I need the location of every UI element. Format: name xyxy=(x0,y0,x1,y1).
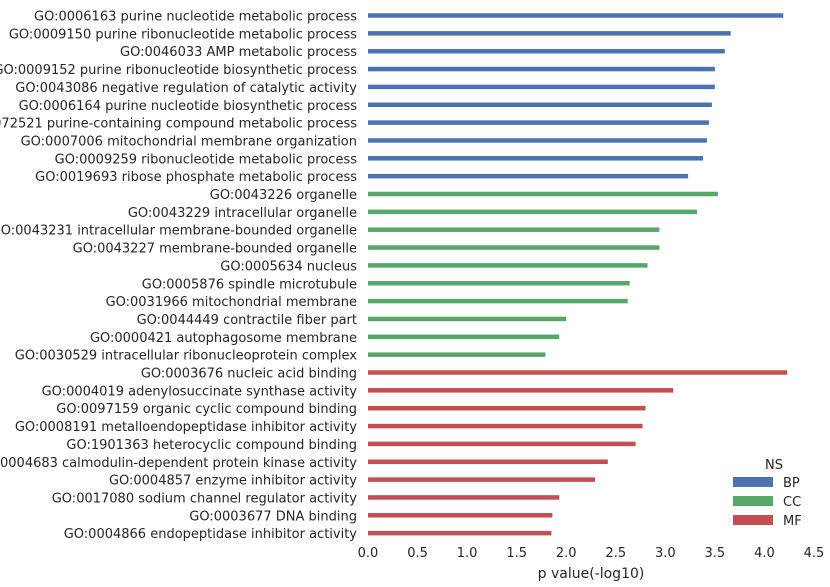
category-label: GO:1901363 heterocyclic compound binding xyxy=(66,438,357,453)
bar-cc xyxy=(368,281,630,286)
bar-mf xyxy=(368,441,636,447)
x-tick-label: 2.0 xyxy=(556,546,577,561)
bar-cc xyxy=(368,334,560,340)
bar-cc xyxy=(368,316,567,322)
bar-cc xyxy=(368,298,628,304)
x-tick-label: 4.0 xyxy=(754,546,775,561)
category-label: GO:0005876 spindle microtubule xyxy=(142,277,357,292)
bar-bp xyxy=(368,156,703,161)
bar-bp xyxy=(368,138,707,143)
bar-cc xyxy=(368,227,660,232)
category-label: GO:0004857 enzyme inhibitor activity xyxy=(109,474,357,489)
bar-bp xyxy=(368,13,784,18)
x-tick-label: 1.0 xyxy=(457,546,478,561)
bar-mf xyxy=(368,405,646,411)
category-label: GO:0043226 organelle xyxy=(210,188,357,203)
category-label: GO:0030529 intracellular ribonucleoprote… xyxy=(15,349,358,364)
category-label: GO:0017080 sodium channel regulator acti… xyxy=(52,491,358,506)
x-axis-label: p value(-log10) xyxy=(538,566,645,582)
x-tick-label: 0.0 xyxy=(358,546,379,561)
x-tick-label: 1.5 xyxy=(506,546,527,561)
x-axis-ticks: 0.0 0.5 1.0 1.5 2.0 2.5 3.0 3.5 4.0 4.5 xyxy=(358,546,825,561)
bar-mf xyxy=(368,513,553,518)
bar-marks xyxy=(368,13,788,536)
legend-swatch-bp xyxy=(733,477,773,487)
bar-mf xyxy=(368,495,560,500)
legend-entry-mf: MF xyxy=(783,514,802,529)
category-label: GO:0004019 adenylosuccinate synthase act… xyxy=(42,384,358,399)
legend-entry-cc: CC xyxy=(783,495,801,510)
category-label: GO:0097159 organic cyclic compound bindi… xyxy=(56,402,357,417)
bar-mf xyxy=(368,388,674,393)
bar-bp xyxy=(368,84,715,90)
bar-mf xyxy=(368,459,608,464)
category-label: GO:0044449 contractile fiber part xyxy=(137,313,357,328)
category-label: GO:0006164 purine nucleotide biosyntheti… xyxy=(19,99,358,114)
bar-mf xyxy=(368,423,643,429)
category-label: GO:0019693 ribose phosphate metabolic pr… xyxy=(35,170,357,185)
bar-bp xyxy=(368,66,715,72)
category-label: GO:0007006 mitochondrial membrane organi… xyxy=(21,134,357,149)
category-label: GO:0004866 endopeptidase inhibitor activ… xyxy=(64,527,358,542)
category-label: GO:0003676 nucleic acid binding xyxy=(141,367,357,382)
bar-mf xyxy=(368,477,595,482)
category-label: GO:0008191 metalloendopeptidase inhibito… xyxy=(15,420,357,435)
x-tick-label: 3.0 xyxy=(655,546,676,561)
legend: NS BP CC MF xyxy=(733,458,802,529)
bar-cc xyxy=(368,191,718,197)
x-tick-label: 0.5 xyxy=(407,546,428,561)
bar-bp xyxy=(368,173,689,179)
category-label: GO:0043086 negative regulation of cataly… xyxy=(15,81,357,96)
category-label: GO:0043227 membrane-bounded organelle xyxy=(73,242,357,257)
category-label: GO:0031966 mitochondrial membrane xyxy=(106,295,357,310)
category-label: GO:0000421 autophagosome membrane xyxy=(90,331,357,346)
legend-title: NS xyxy=(765,458,783,473)
category-label: GO:0005634 nucleus xyxy=(220,259,357,274)
category-label: GO:0072521 purine-containing compound me… xyxy=(0,117,357,132)
legend-swatch-mf xyxy=(733,515,773,525)
category-label: GO:0006163 purine nucleotide metabolic p… xyxy=(34,10,357,25)
bar-cc xyxy=(368,263,648,268)
x-tick-label: 2.5 xyxy=(605,546,626,561)
category-label: GO:0046033 AMP metabolic process xyxy=(120,45,357,60)
category-label: GO:0009152 purine ribonucleotide biosynt… xyxy=(0,63,357,78)
category-label: GO:0004683 calmodulin-dependent protein … xyxy=(0,456,357,471)
legend-swatch-cc xyxy=(733,496,773,506)
category-label: GO:0043231 intracellular membrane-bounde… xyxy=(0,224,357,239)
bar-mf xyxy=(368,530,552,536)
category-label: GO:0009259 ribonucleotide metabolic proc… xyxy=(55,152,358,167)
bar-cc xyxy=(368,352,546,357)
bar-bp xyxy=(368,31,731,36)
category-labels: GO:0006163 purine nucleotide metabolic p… xyxy=(0,10,357,543)
x-tick-label: 4.5 xyxy=(804,546,825,561)
bar-bp xyxy=(368,48,725,54)
bar-bp xyxy=(368,120,709,125)
x-tick-label: 3.5 xyxy=(705,546,726,561)
legend-entry-bp: BP xyxy=(783,476,800,491)
category-label: GO:0003677 DNA binding xyxy=(189,509,357,524)
bar-cc xyxy=(368,245,660,250)
category-label: GO:0043229 intracellular organelle xyxy=(128,206,357,221)
category-label: GO:0009150 purine ribonucleotide metabol… xyxy=(9,27,357,42)
bar-cc xyxy=(368,209,698,215)
bar-bp xyxy=(368,102,712,107)
bar-mf xyxy=(368,370,788,375)
